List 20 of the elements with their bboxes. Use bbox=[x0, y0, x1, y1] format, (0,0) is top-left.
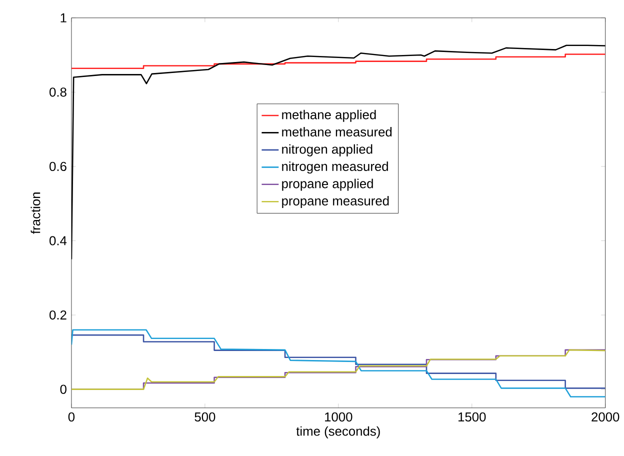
legend-label: propane applied bbox=[282, 179, 373, 192]
legend-label: propane measured bbox=[282, 196, 389, 208]
y-tick-label: 0.2 bbox=[50, 310, 66, 320]
x-tick-label: 1500 bbox=[458, 412, 486, 422]
x-tick-label: 500 bbox=[194, 412, 216, 422]
y-tick-label: 1 bbox=[60, 14, 66, 23]
legend-label: methane applied bbox=[282, 110, 376, 122]
x-tick-label: 1000 bbox=[325, 412, 352, 422]
legend-label: methane measured bbox=[282, 127, 392, 137]
y-tick-label: 0.6 bbox=[50, 162, 66, 172]
x-tick-label: 2000 bbox=[592, 412, 620, 422]
y-tick-label: 0 bbox=[60, 384, 66, 394]
x-tick-label: 0 bbox=[68, 412, 75, 422]
y-tick-label: 0.4 bbox=[50, 236, 67, 246]
line-series bbox=[71, 329, 606, 398]
legend-label: nitrogen measured bbox=[282, 162, 388, 174]
y-axis-title: fraction bbox=[30, 192, 40, 234]
y-tick-label: 0.8 bbox=[50, 88, 66, 97]
x-axis-title: time (seconds) bbox=[296, 426, 380, 439]
legend-label: nitrogen applied bbox=[282, 144, 372, 157]
